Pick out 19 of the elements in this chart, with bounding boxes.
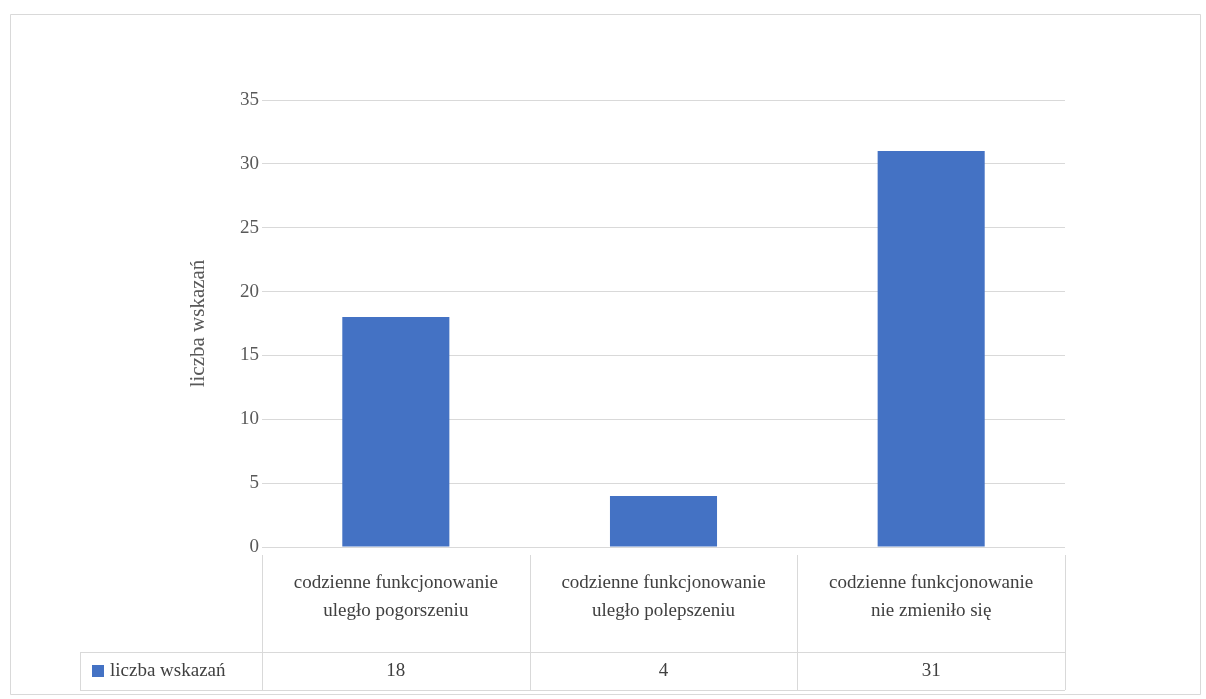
y-tick-label: 30 — [240, 151, 259, 173]
bar — [877, 151, 985, 547]
x-tick-label: codzienne funkcjonowanie nie zmieniło się — [829, 570, 1034, 620]
y-tick-label: 0 — [249, 534, 259, 556]
legend-label: liczba wskazań — [110, 658, 227, 680]
y-tick-label: 10 — [240, 407, 259, 429]
data-label: 18 — [386, 658, 406, 680]
bar — [609, 495, 718, 547]
y-tick-label: 20 — [240, 279, 259, 301]
x-tick-label: codzienne funkcjonowanie uległo pogorszeniu — [293, 570, 498, 620]
data-label: 4 — [658, 658, 669, 680]
y-tick-label: 15 — [240, 343, 259, 365]
y-tick-label: 5 — [249, 471, 259, 493]
y-tick-label: 25 — [240, 215, 259, 237]
x-tick-label: codzienne funkcjonowanie uległo polepszeniu — [561, 570, 766, 620]
data-label: 31 — [921, 658, 941, 680]
bar — [342, 317, 450, 547]
y-tick-label: 35 — [240, 87, 259, 109]
y-axis-title: liczba wskazań — [185, 259, 210, 388]
